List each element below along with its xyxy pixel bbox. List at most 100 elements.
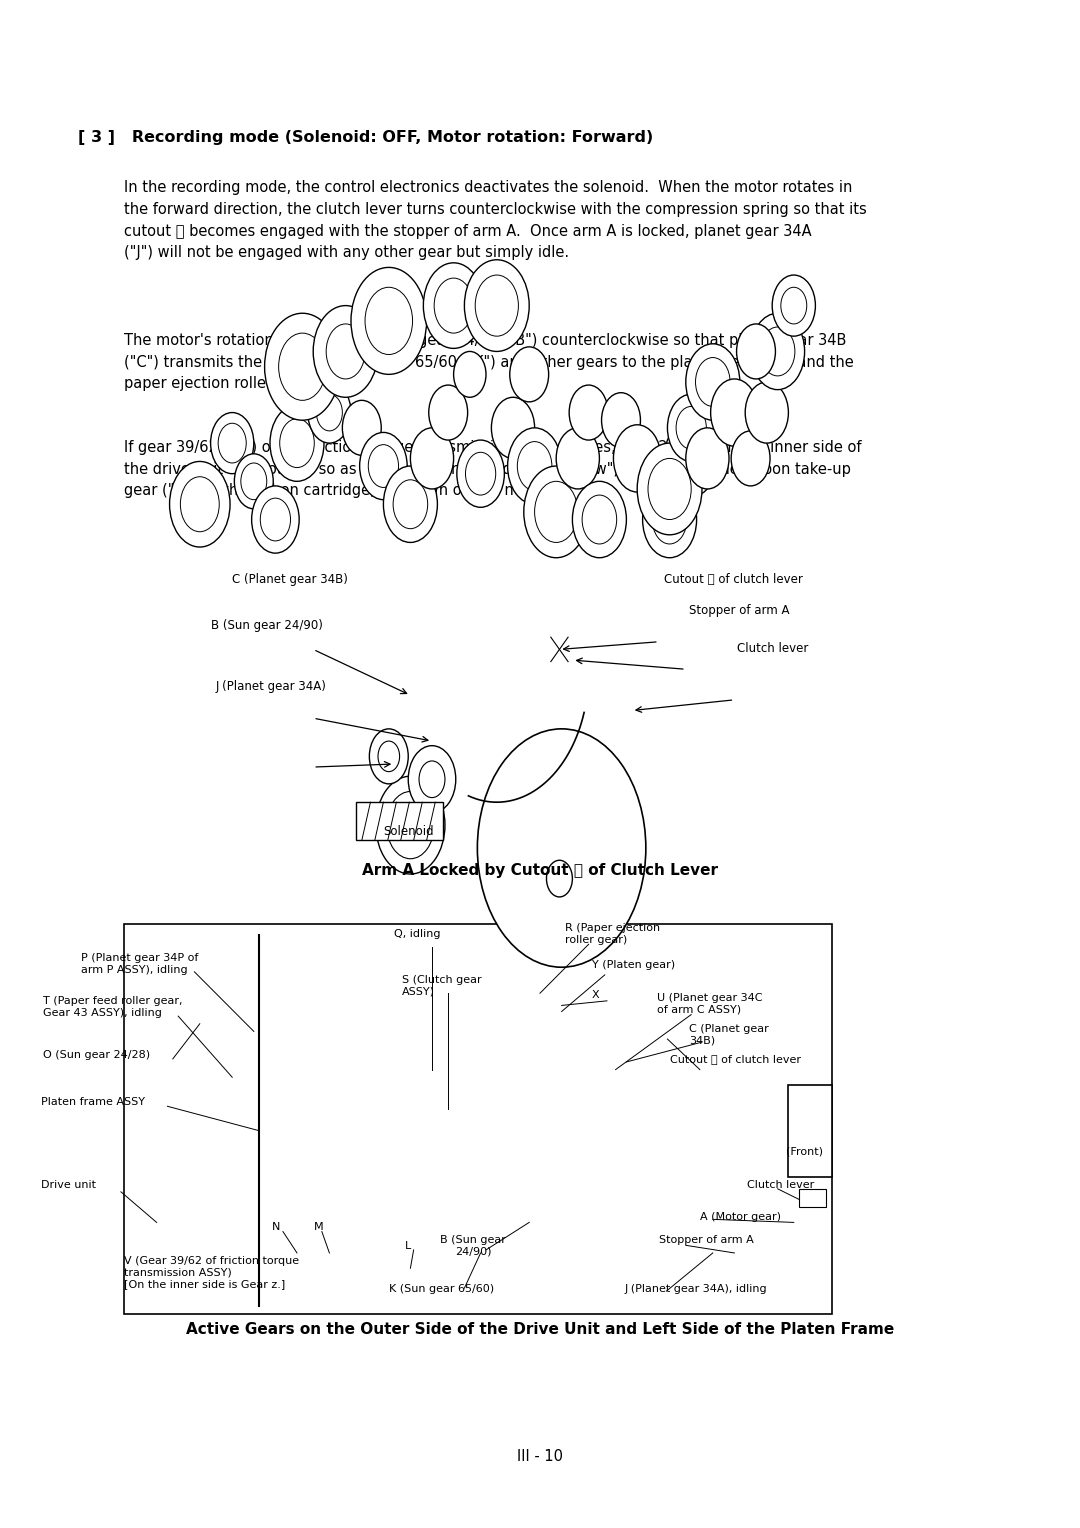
Circle shape: [387, 792, 434, 859]
Circle shape: [376, 776, 445, 874]
Circle shape: [408, 746, 456, 813]
Circle shape: [637, 443, 702, 535]
Circle shape: [211, 413, 254, 474]
Bar: [356, 802, 443, 840]
Text: In the recording mode, the control electronics deactivates the solenoid.  When t: In the recording mode, the control elect…: [124, 180, 867, 260]
Circle shape: [393, 480, 428, 529]
Text: P (Planet gear 34P of
arm P ASSY), idling: P (Planet gear 34P of arm P ASSY), idlin…: [81, 953, 199, 975]
Text: Cutout ⒧ of clutch lever: Cutout ⒧ of clutch lever: [664, 573, 804, 587]
Circle shape: [648, 458, 691, 520]
Circle shape: [454, 351, 486, 397]
Text: J (Planet gear 34A): J (Planet gear 34A): [216, 680, 327, 694]
Circle shape: [569, 385, 608, 440]
Text: T (Paper feed roller gear,
Gear 43 ASSY), idling: T (Paper feed roller gear, Gear 43 ASSY)…: [43, 996, 183, 1018]
Text: J (Planet gear 34A), idling: J (Planet gear 34A), idling: [624, 1284, 767, 1294]
Circle shape: [731, 431, 770, 486]
Circle shape: [170, 461, 230, 547]
Circle shape: [546, 860, 572, 897]
Text: C (Planet gear 34B): C (Planet gear 34B): [232, 573, 348, 587]
Text: Stopper of arm A: Stopper of arm A: [689, 604, 789, 617]
Circle shape: [667, 394, 715, 461]
Text: (Front): (Front): [786, 1146, 823, 1157]
Text: N: N: [272, 1222, 281, 1233]
Text: M: M: [314, 1222, 323, 1233]
Circle shape: [279, 333, 326, 400]
Circle shape: [241, 463, 267, 500]
Circle shape: [582, 495, 617, 544]
Circle shape: [475, 275, 518, 336]
Circle shape: [378, 741, 400, 772]
Circle shape: [218, 423, 246, 463]
Circle shape: [360, 432, 407, 500]
Circle shape: [316, 394, 342, 431]
Circle shape: [464, 260, 529, 351]
Text: Active Gears on the Outer Side of the Drive Unit and Left Side of the Platen Fra: Active Gears on the Outer Side of the Dr…: [186, 1322, 894, 1337]
Text: Stopper of arm A: Stopper of arm A: [659, 1235, 754, 1245]
Circle shape: [510, 347, 549, 402]
Circle shape: [696, 358, 730, 406]
Circle shape: [613, 425, 661, 492]
Text: K (Sun gear 65/60): K (Sun gear 65/60): [389, 1284, 494, 1294]
Circle shape: [508, 428, 562, 504]
Circle shape: [751, 313, 805, 390]
Circle shape: [423, 263, 484, 348]
Circle shape: [535, 481, 578, 542]
Circle shape: [326, 324, 365, 379]
Circle shape: [652, 495, 687, 544]
Text: V (Gear 39/62 of friction torque
transmission ASSY)
[On the inner side is Gear z: V (Gear 39/62 of friction torque transmi…: [124, 1256, 299, 1290]
Circle shape: [351, 267, 427, 374]
Text: Y (Platen gear): Y (Platen gear): [592, 960, 675, 970]
Text: [ 3 ]   Recording mode (Solenoid: OFF, Motor rotation: Forward): [ 3 ] Recording mode (Solenoid: OFF, Mot…: [78, 130, 653, 145]
Text: The motor's rotational torque turns sun gear 24/90 ("B") counterclockwise so tha: The motor's rotational torque turns sun …: [124, 333, 854, 391]
Circle shape: [477, 729, 646, 967]
Circle shape: [260, 498, 291, 541]
Bar: [788, 1085, 832, 1177]
Circle shape: [280, 419, 314, 468]
Circle shape: [676, 406, 706, 449]
Text: L: L: [405, 1241, 411, 1251]
Text: Drive unit: Drive unit: [41, 1180, 96, 1190]
Circle shape: [686, 428, 729, 489]
Circle shape: [643, 481, 697, 558]
Text: X: X: [592, 990, 599, 1001]
Text: U (Planet gear 34C
of arm C ASSY): U (Planet gear 34C of arm C ASSY): [657, 993, 762, 1015]
Circle shape: [686, 344, 740, 420]
Circle shape: [308, 382, 351, 443]
Text: S (Clutch gear
ASSY): S (Clutch gear ASSY): [402, 975, 482, 996]
Circle shape: [265, 313, 340, 420]
Circle shape: [383, 466, 437, 542]
Circle shape: [556, 428, 599, 489]
Circle shape: [711, 379, 758, 446]
Circle shape: [602, 393, 640, 448]
Bar: [799, 1189, 826, 1207]
Bar: [124, 924, 832, 1314]
Text: III - 10: III - 10: [517, 1449, 563, 1464]
Circle shape: [410, 428, 454, 489]
Circle shape: [342, 400, 381, 455]
Text: B (Sun gear
24/90): B (Sun gear 24/90): [441, 1235, 505, 1256]
Circle shape: [252, 486, 299, 553]
Circle shape: [517, 442, 552, 490]
Circle shape: [180, 477, 219, 532]
Circle shape: [434, 278, 473, 333]
Text: O (Sun gear 24/28): O (Sun gear 24/28): [43, 1050, 150, 1060]
Circle shape: [368, 445, 399, 487]
Circle shape: [691, 359, 734, 420]
Circle shape: [737, 324, 775, 379]
Text: Clutch lever: Clutch lever: [737, 642, 808, 656]
Circle shape: [457, 440, 504, 507]
Circle shape: [369, 729, 408, 784]
Circle shape: [524, 466, 589, 558]
Text: Arm A Locked by Cutout ⒧ of Clutch Lever: Arm A Locked by Cutout ⒧ of Clutch Lever: [362, 863, 718, 879]
Circle shape: [365, 287, 413, 354]
Circle shape: [760, 327, 795, 376]
Text: C (Planet gear
34B): C (Planet gear 34B): [689, 1024, 769, 1045]
Circle shape: [491, 397, 535, 458]
Circle shape: [419, 761, 445, 798]
Text: A (Motor gear): A (Motor gear): [700, 1212, 781, 1222]
Circle shape: [429, 385, 468, 440]
Text: B (Sun gear 24/90): B (Sun gear 24/90): [211, 619, 323, 633]
Circle shape: [781, 287, 807, 324]
Circle shape: [572, 481, 626, 558]
Circle shape: [313, 306, 378, 397]
